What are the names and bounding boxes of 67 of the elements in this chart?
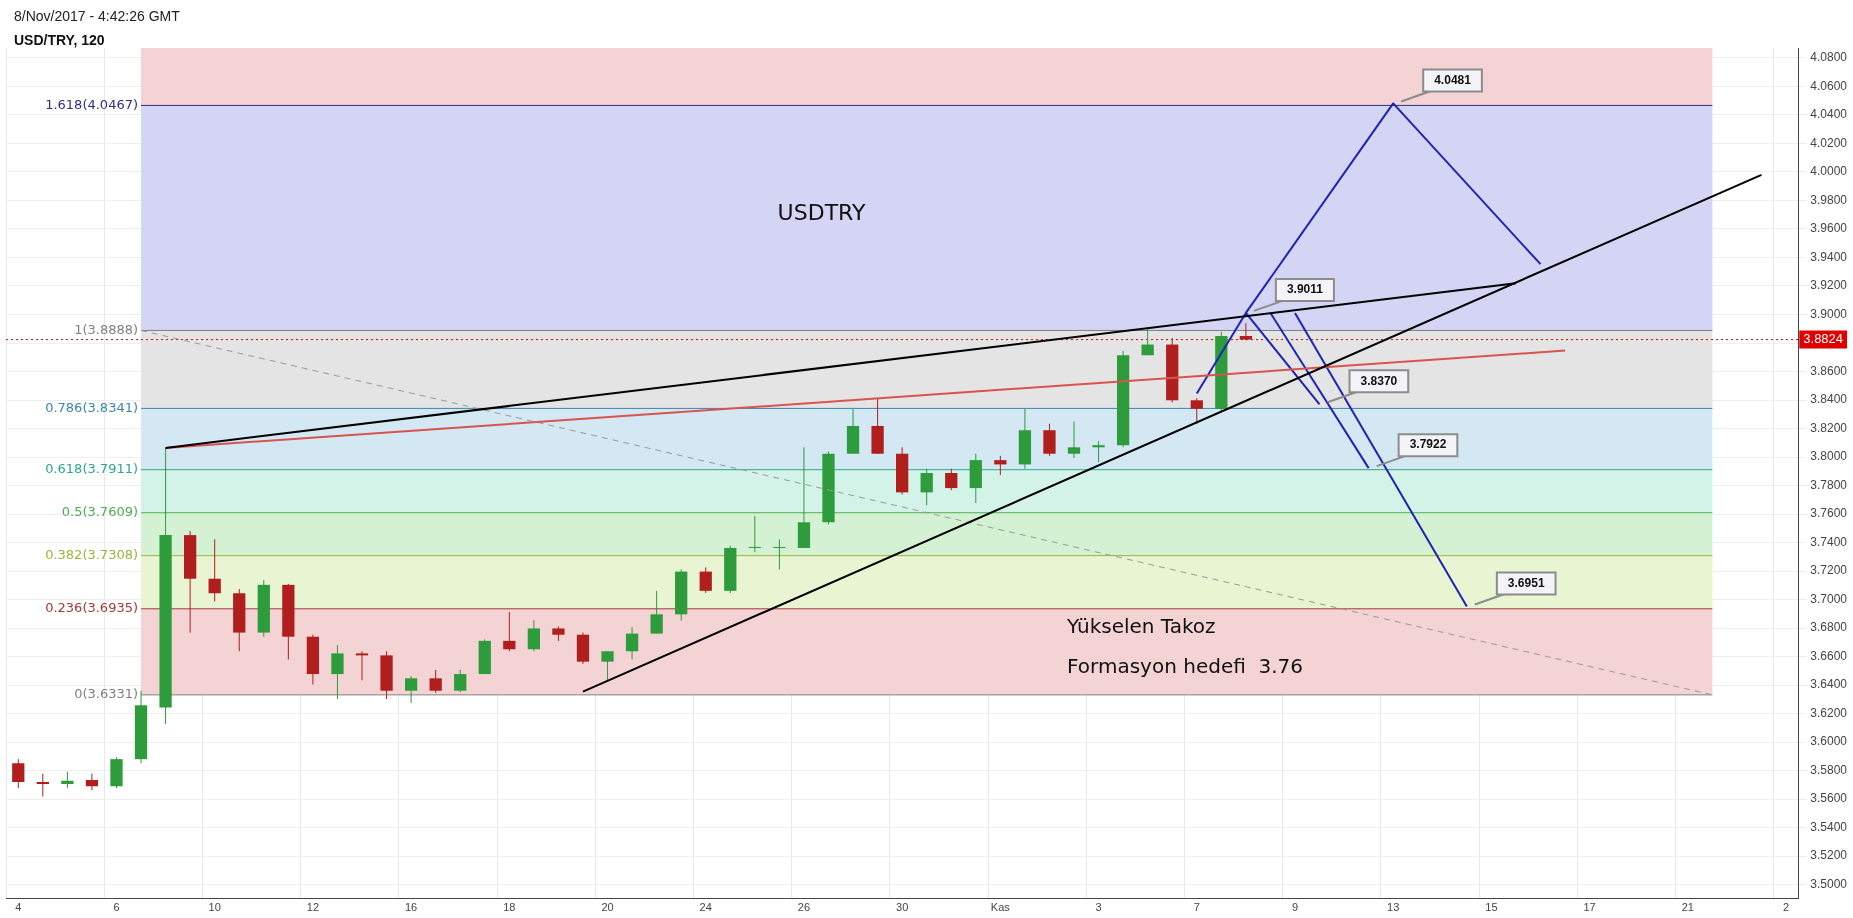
y-tick-label: 3.5600 xyxy=(1810,791,1848,806)
chart-title: USD/TRY, 120 xyxy=(14,32,105,48)
y-tick-label: 3.6000 xyxy=(1810,734,1848,749)
ref-line-label: 1.618(4.0467) xyxy=(45,96,139,112)
ref-line-label: 0(3.6331) xyxy=(74,686,139,702)
y-tick-label: 3.9200 xyxy=(1810,278,1848,293)
y-tick-label: 3.9600 xyxy=(1810,221,1848,236)
x-tick-label: 4 xyxy=(15,901,22,914)
y-tick-label: 3.7000 xyxy=(1810,591,1848,606)
x-tick-label: 26 xyxy=(797,901,811,914)
x-tick-label: 21 xyxy=(1681,901,1694,914)
y-tick-label: 3.6200 xyxy=(1810,705,1848,720)
x-tick-label: 24 xyxy=(699,901,712,914)
y-tick-label: 3.6600 xyxy=(1810,648,1848,663)
y-tick-label: 3.9000 xyxy=(1810,306,1848,321)
ref-line-label: 0.236(3.6935) xyxy=(45,600,139,616)
ref-line-label: 1(3.8888) xyxy=(74,321,139,337)
annotation: 3.8370 xyxy=(1360,373,1398,388)
y-tick-label: 3.5400 xyxy=(1810,819,1848,834)
y-tick-label: 3.9400 xyxy=(1810,249,1848,264)
y-tick-label: 4.0600 xyxy=(1810,78,1848,93)
ref-line-label: 0.786(3.8341) xyxy=(45,399,139,415)
x-tick-label: 20 xyxy=(601,901,614,914)
y-tick-label: 4.0000 xyxy=(1810,164,1848,179)
ref-line-label: 0.5(3.7609) xyxy=(61,504,139,520)
x-tick-label: 18 xyxy=(503,901,516,914)
annotation: 3.9011 xyxy=(1286,282,1324,297)
x-tick-label: 3 xyxy=(1095,901,1102,914)
x-tick-label: 13 xyxy=(1387,901,1400,914)
y-tick-label: 3.5800 xyxy=(1810,762,1848,777)
annotation: 4.0481 xyxy=(1434,72,1472,87)
y-tick-label: 4.0400 xyxy=(1810,107,1848,122)
y-tick-label: 3.8000 xyxy=(1810,449,1848,464)
y-tick-label: 3.7800 xyxy=(1810,477,1848,492)
x-tick-label: 12 xyxy=(306,901,320,914)
annotation: USDTRY xyxy=(777,199,866,225)
ref-line-label: 0.618(3.7911) xyxy=(45,461,139,477)
x-tick-label: 9 xyxy=(1291,901,1299,914)
x-tick-label: 10 xyxy=(208,901,221,914)
x-tick-label: 30 xyxy=(896,901,909,914)
y-tick-label: 4.0200 xyxy=(1810,135,1848,150)
y-tick-label: 4.0800 xyxy=(1810,50,1848,65)
y-tick-label: 3.8600 xyxy=(1810,363,1848,378)
y-tick-label: 3.5200 xyxy=(1810,848,1848,863)
y-tick-label: 3.9800 xyxy=(1810,192,1848,207)
annotation: Yükselen Takoz xyxy=(1066,614,1216,639)
y-tick-label: 3.7600 xyxy=(1810,506,1848,521)
y-tick-label: 3.7400 xyxy=(1810,534,1848,549)
x-tick-label: 6 xyxy=(113,901,120,914)
annotation: 3.7922 xyxy=(1409,437,1447,452)
y-tick-label: 3.7200 xyxy=(1810,563,1848,578)
y-tick-label: 3.6400 xyxy=(1810,677,1848,692)
annotation: 3.6951 xyxy=(1507,575,1545,590)
y-tick-label: 3.5000 xyxy=(1810,876,1848,891)
y-tick-label: 3.8400 xyxy=(1810,392,1848,407)
x-tick-label: 7 xyxy=(1193,901,1200,914)
chart-subtitle: 8/Nov/2017 - 4:42:26 GMT xyxy=(14,8,180,24)
x-tick-label: Kas xyxy=(990,901,1011,914)
ref-line-label: 0.382(3.7308) xyxy=(45,547,139,562)
y-tick-label: 3.8200 xyxy=(1810,420,1848,435)
x-tick-label: 17 xyxy=(1583,901,1596,914)
annotation: Formasyon hedefi 3.76 xyxy=(1067,653,1304,678)
y-tick-label: 3.6800 xyxy=(1810,620,1848,635)
x-tick-label: 15 xyxy=(1485,901,1498,914)
ref-line-label: 3.8824 xyxy=(1803,331,1844,347)
x-tick-label: 16 xyxy=(404,901,418,914)
x-tick-label: 2 xyxy=(1782,901,1790,914)
